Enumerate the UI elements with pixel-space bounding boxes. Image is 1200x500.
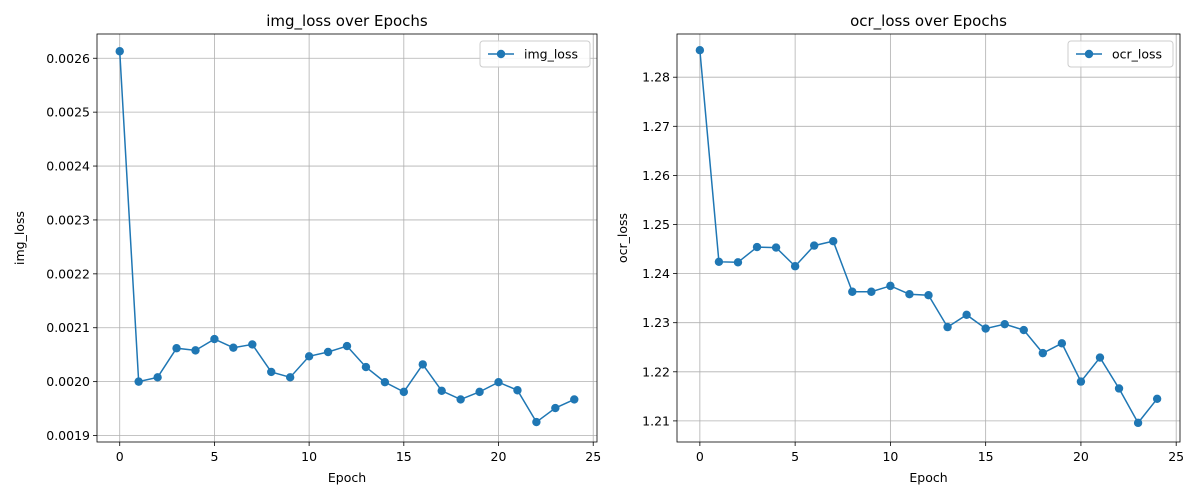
- img-loss-data-point: [361, 362, 371, 372]
- ocr-loss-data-point: [962, 310, 971, 320]
- img-loss-ytick-label: 0.0024: [46, 159, 90, 174]
- ocr-loss-legend: ocr_loss: [1067, 40, 1174, 68]
- img-loss-data-point: [399, 387, 409, 397]
- img-loss-chart: 0 5 10 15 20 25 0.0019 0.0020 0.0021 0.0022 0.0023…: [12, 12, 601, 485]
- ocr-loss-legend-label: ocr_loss: [1112, 47, 1162, 62]
- ocr-loss-ytick-label: 1.28: [642, 70, 670, 85]
- img-loss-ytick-label: 0.0021: [46, 320, 90, 335]
- img-loss-data-point: [172, 344, 181, 353]
- img-loss-legend-marker: [496, 49, 506, 59]
- ocr-loss-data-point: [1057, 339, 1067, 348]
- img-loss-data-point: [134, 377, 143, 386]
- img-loss-data-point: [229, 343, 238, 352]
- ocr-loss-data-point: [886, 281, 895, 291]
- ocr-loss-data-point: [714, 257, 724, 267]
- ocr-loss-data-point: [1095, 353, 1105, 362]
- ocr-loss-data-point: [924, 290, 933, 300]
- ocr-loss-xtick-label: 25: [1168, 449, 1184, 464]
- ocr-loss-data-point: [1114, 384, 1124, 393]
- ocr-loss-data-point: [981, 324, 990, 333]
- ocr-loss-chart: 0 5 10 15 20 25 1.21 1.22 1.23 1.24 1.25 1.26 1.27 1.…: [615, 12, 1184, 485]
- ocr-loss-ytick-label: 1.23: [642, 315, 670, 330]
- ocr-loss-data-point: [695, 46, 705, 55]
- ocr-loss-xtick-label: 15: [978, 449, 994, 464]
- img-loss-data-point: [210, 334, 219, 344]
- ocr-loss-data-point: [867, 287, 876, 296]
- img-loss-ytick-label: 0.0020: [46, 374, 90, 389]
- img-loss-data-point: [437, 386, 446, 395]
- ocr-loss-legend-box: [1067, 40, 1174, 68]
- ocr-loss-data-point: [752, 242, 762, 252]
- img-loss-data-point: [115, 47, 124, 56]
- ocr-loss-legend-marker: [1084, 49, 1094, 59]
- ocr-loss-data-point: [1133, 418, 1143, 428]
- ocr-loss-ytick-label: 1.27: [642, 119, 670, 134]
- img-loss-data-point: [456, 395, 465, 404]
- ocr-loss-data-point: [1019, 325, 1028, 335]
- img-loss-data-point: [191, 346, 200, 355]
- ocr-loss-data-point: [1000, 319, 1009, 329]
- img-loss-x-axis-label: Epoch: [328, 470, 366, 485]
- img-loss-ytick-label: 0.0026: [46, 51, 90, 66]
- ocr-loss-xtick-label: 0: [696, 449, 704, 464]
- ocr-loss-x-axis-label: Epoch: [909, 470, 947, 485]
- img-loss-chart-title: img_loss over Epochs: [266, 12, 428, 31]
- img-loss-xtick-label: 20: [491, 449, 507, 464]
- img-loss-data-point: [513, 386, 522, 395]
- img-loss-data-point: [248, 340, 257, 349]
- ocr-loss-y-axis-label: ocr_loss: [615, 213, 630, 263]
- ocr-loss-xtick-label: 10: [882, 449, 898, 464]
- img-loss-xtick-label: 5: [210, 449, 218, 464]
- img-loss-axes-frame: [96, 33, 598, 443]
- img-loss-data-point: [532, 417, 541, 427]
- img-loss-ytick-label: 0.0025: [46, 105, 90, 120]
- ocr-loss-data-point: [733, 258, 743, 267]
- img-loss-data-point: [570, 395, 579, 404]
- ocr-loss-ytick-label: 1.25: [642, 217, 670, 232]
- img-loss-y-axis-label: img_loss: [12, 211, 27, 265]
- ocr-loss-ytick-label: 1.24: [642, 266, 670, 281]
- img-loss-data-point: [380, 377, 390, 387]
- img-loss-series-line: [118, 51, 575, 424]
- ocr-loss-xtick-label: 5: [791, 449, 799, 464]
- ocr-loss-data-point: [943, 322, 952, 332]
- img-loss-data-point: [494, 377, 503, 387]
- img-loss-ytick-label: 0.0019: [46, 428, 90, 443]
- img-loss-legend-box: [479, 40, 591, 68]
- img-loss-data-point: [551, 403, 560, 413]
- ocr-loss-data-point: [1076, 377, 1086, 386]
- ocr-loss-data-point: [905, 290, 914, 299]
- img-loss-data-point: [323, 347, 333, 357]
- ocr-loss-data-point: [790, 262, 800, 271]
- img-loss-data-point: [418, 360, 427, 369]
- img-loss-legend: img_loss: [479, 40, 591, 68]
- img-loss-xtick-label: 10: [301, 449, 317, 464]
- ocr-loss-xtick-label: 20: [1073, 449, 1089, 464]
- ocr-loss-data-point: [771, 243, 781, 252]
- img-loss-data-point: [285, 373, 295, 382]
- img-loss-data-point: [153, 373, 162, 382]
- img-loss-ytick-label: 0.0022: [46, 266, 90, 281]
- ocr-loss-data-point: [829, 236, 838, 246]
- img-loss-data-point: [267, 367, 276, 377]
- ocr-loss-chart-title: ocr_loss over Epochs: [850, 12, 1007, 31]
- img-loss-ytick-label: 0.0023: [46, 212, 90, 227]
- img-loss-xtick-label: 15: [396, 449, 412, 464]
- img-loss-data-point: [342, 341, 352, 351]
- img-loss-xtick-label: 25: [585, 449, 601, 464]
- ocr-loss-data-point: [809, 241, 819, 250]
- ocr-loss-series-line: [699, 50, 1158, 425]
- ocr-loss-data-point: [1152, 394, 1162, 403]
- ocr-loss-axes-frame: [676, 33, 1181, 443]
- img-loss-xtick-label: 0: [116, 449, 124, 464]
- ocr-loss-data-point: [848, 287, 857, 296]
- img-loss-data-point: [475, 387, 484, 397]
- ocr-loss-ytick-label: 1.22: [642, 364, 670, 379]
- ocr-loss-data-point: [1038, 348, 1048, 358]
- ocr-loss-ytick-label: 1.26: [642, 168, 670, 183]
- img-loss-data-point: [304, 352, 314, 361]
- ocr-loss-ytick-label: 1.21: [642, 413, 670, 428]
- img-loss-legend-label: img_loss: [524, 47, 578, 62]
